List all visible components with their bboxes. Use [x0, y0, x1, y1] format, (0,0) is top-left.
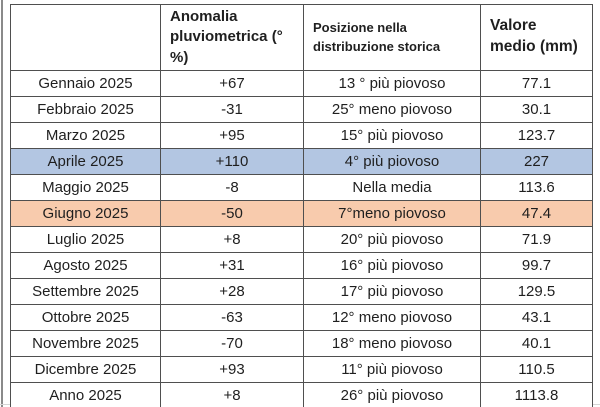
month-cell: Settembre 2025	[10, 277, 161, 305]
value-cell: 113.6	[480, 173, 593, 201]
rainfall-anomaly-table: Anomalia pluviometrica (°%) Posizione ne…	[10, 4, 593, 407]
position-cell: 15° più piovoso	[303, 121, 481, 149]
anomaly-cell: -63	[160, 303, 304, 331]
value-column-header: Valore medio (mm)	[480, 4, 593, 71]
anomaly-cell: +67	[160, 69, 304, 97]
month-cell: Luglio 2025	[10, 225, 161, 253]
position-cell: Nella media	[303, 173, 481, 201]
month-cell: Febbraio 2025	[10, 95, 161, 123]
position-cell: 26° più piovoso	[303, 381, 481, 407]
anomaly-cell: +28	[160, 277, 304, 305]
table-row: Febbraio 2025 -31 25° meno piovoso 30.1	[10, 95, 593, 123]
position-cell: 4° più piovoso	[303, 147, 481, 175]
month-cell: Giugno 2025	[10, 199, 161, 227]
anomaly-cell: +8	[160, 381, 304, 407]
table-header: Anomalia pluviometrica (°%) Posizione ne…	[10, 4, 593, 71]
anomaly-cell: +31	[160, 251, 304, 279]
table-row: Novembre 2025 -70 18° meno piovoso 40.1	[10, 329, 593, 357]
table-body: Gennaio 2025 +67 13 ° più piovoso 77.1 Febbr…	[10, 69, 593, 407]
table-row: Dicembre 2025 +93 11° più piovoso 110.5	[10, 355, 593, 383]
position-column-header: Posizione nella distribuzione storica	[303, 4, 481, 71]
month-cell: Aprile 2025	[10, 147, 161, 175]
table-row: Giugno 2025 -50 7°meno piovoso 47.4	[10, 199, 593, 227]
month-cell: Gennaio 2025	[10, 69, 161, 97]
month-column-header	[10, 4, 161, 71]
position-cell: 25° meno piovoso	[303, 95, 481, 123]
month-cell: Dicembre 2025	[10, 355, 161, 383]
value-cell: 227	[480, 147, 593, 175]
value-cell: 77.1	[480, 69, 593, 97]
value-cell: 47.4	[480, 199, 593, 227]
value-cell: 43.1	[480, 303, 593, 331]
scan-edge-line	[1, 0, 3, 407]
value-cell: 110.5	[480, 355, 593, 383]
month-cell: Ottobre 2025	[10, 303, 161, 331]
value-cell: 99.7	[480, 251, 593, 279]
position-cell: 11° più piovoso	[303, 355, 481, 383]
month-cell: Novembre 2025	[10, 329, 161, 357]
position-cell: 7°meno piovoso	[303, 199, 481, 227]
month-cell: Maggio 2025	[10, 173, 161, 201]
anomaly-cell: -70	[160, 329, 304, 357]
table-row: Agosto 2025 +31 16° più piovoso 99.7	[10, 251, 593, 279]
value-cell: 40.1	[480, 329, 593, 357]
anomaly-cell: +110	[160, 147, 304, 175]
table-row: Aprile 2025 +110 4° più piovoso 227	[10, 147, 593, 175]
value-cell: 71.9	[480, 225, 593, 253]
value-cell: 123.7	[480, 121, 593, 149]
header-row: Anomalia pluviometrica (°%) Posizione ne…	[10, 4, 593, 71]
table-row: Maggio 2025 -8 Nella media 113.6	[10, 173, 593, 201]
table-row: Marzo 2025 +95 15° più piovoso 123.7	[10, 121, 593, 149]
anomaly-cell: +95	[160, 121, 304, 149]
table-row: Settembre 2025 +28 17° più piovoso 129.5	[10, 277, 593, 305]
position-cell: 17° più piovoso	[303, 277, 481, 305]
anomaly-cell: -31	[160, 95, 304, 123]
table-row: Anno 2025 +8 26° più piovoso 1113.8	[10, 381, 593, 407]
anomaly-cell: -50	[160, 199, 304, 227]
table-row: Luglio 2025 +8 20° più piovoso 71.9	[10, 225, 593, 253]
month-cell: Marzo 2025	[10, 121, 161, 149]
value-cell: 129.5	[480, 277, 593, 305]
anomaly-column-header: Anomalia pluviometrica (°%)	[160, 4, 304, 71]
table-row: Ottobre 2025 -63 12° meno piovoso 43.1	[10, 303, 593, 331]
position-cell: 16° più piovoso	[303, 251, 481, 279]
anomaly-cell: -8	[160, 173, 304, 201]
position-cell: 20° più piovoso	[303, 225, 481, 253]
month-cell: Agosto 2025	[10, 251, 161, 279]
position-cell: 13 ° più piovoso	[303, 69, 481, 97]
value-cell: 30.1	[480, 95, 593, 123]
table-row: Gennaio 2025 +67 13 ° più piovoso 77.1	[10, 69, 593, 97]
anomaly-cell: +93	[160, 355, 304, 383]
anomaly-cell: +8	[160, 225, 304, 253]
position-cell: 12° meno piovoso	[303, 303, 481, 331]
position-cell: 18° meno piovoso	[303, 329, 481, 357]
month-cell: Anno 2025	[10, 381, 161, 407]
value-cell: 1113.8	[480, 381, 593, 407]
